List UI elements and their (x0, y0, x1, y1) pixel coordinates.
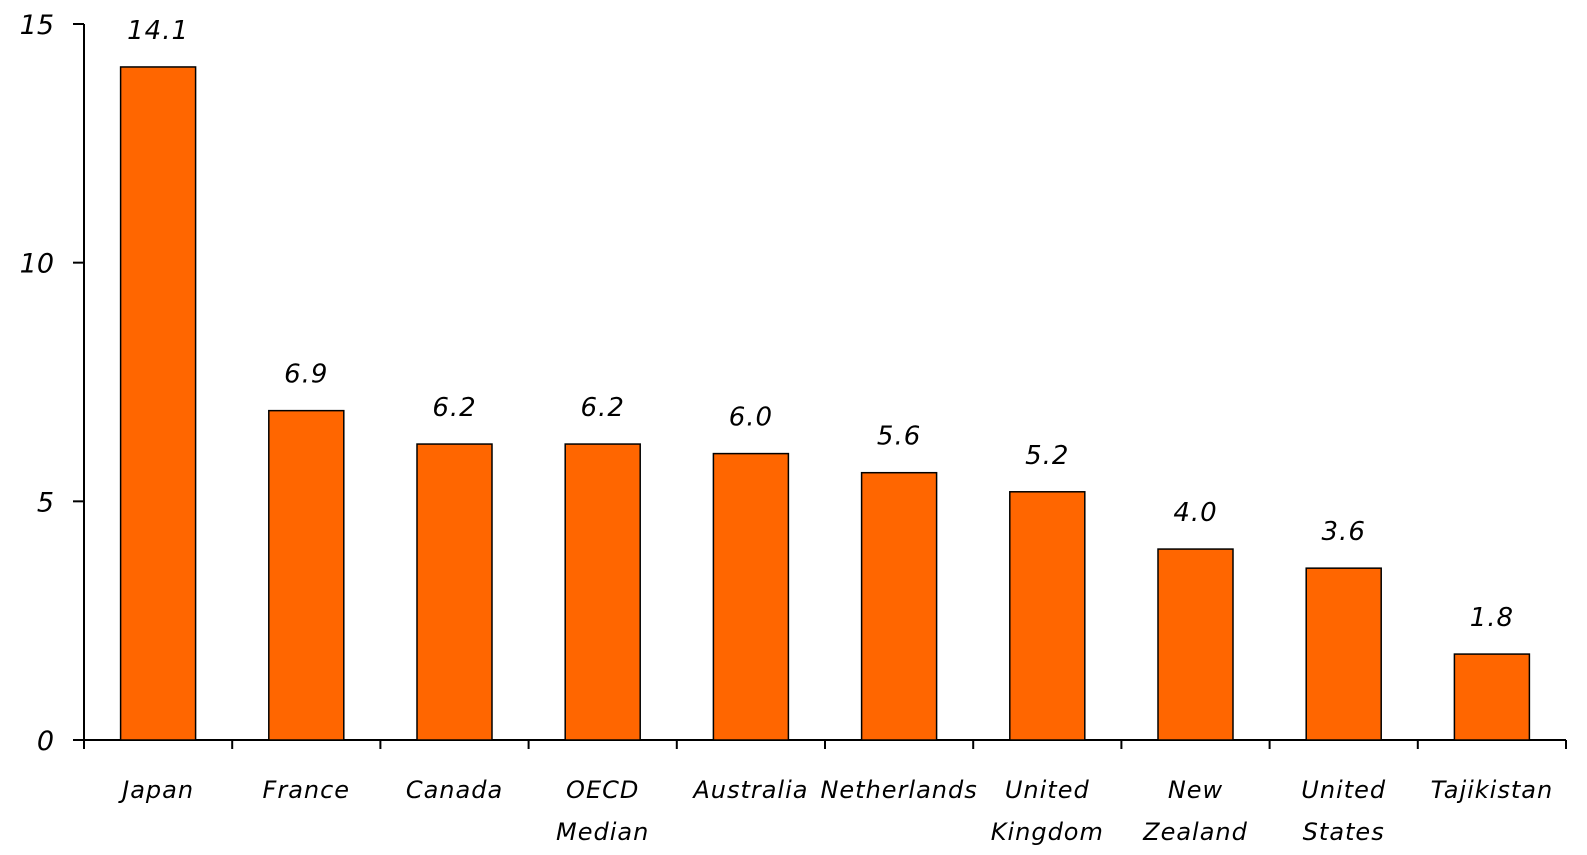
x-tick-label-line: United (1005, 776, 1090, 804)
y-axis: 0 5 10 15 (20, 10, 85, 757)
y-tick-label: 10 (20, 249, 54, 280)
bar (268, 409, 345, 741)
x-tick-label: Netherlands (820, 776, 977, 804)
x-tick-label-line: Australia (691, 776, 808, 804)
x-tick-label-line: New (1168, 776, 1223, 804)
data-label: 1.8 (1470, 603, 1514, 633)
bars (119, 66, 1531, 741)
data-label: 5.6 (877, 422, 921, 452)
data-label: 6.2 (581, 393, 625, 423)
x-tick-label: United Kingdom (991, 776, 1104, 846)
bar (860, 471, 938, 741)
x-tick-label: Tajikistan (1431, 776, 1554, 804)
bar (1157, 548, 1234, 741)
x-tick-label-line: Japan (118, 776, 194, 804)
data-label: 6.2 (432, 393, 476, 423)
y-tick-label: 5 (37, 487, 54, 518)
x-axis (83, 739, 1567, 749)
x-tick-label-line: Tajikistan (1431, 776, 1554, 804)
bar (1453, 653, 1531, 741)
x-tick-label: France (263, 776, 351, 804)
x-tick-label-line: Median (556, 818, 649, 846)
bar (1009, 491, 1086, 741)
bar (564, 443, 641, 741)
x-tick-label: United States (1301, 776, 1386, 846)
bar (119, 66, 197, 741)
x-tick-label-line: OECD (566, 776, 639, 804)
bar (1305, 567, 1382, 741)
data-label: 4.0 (1173, 498, 1217, 528)
y-tick-label: 0 (37, 726, 54, 757)
x-tick-label: New Zealand (1142, 776, 1248, 846)
data-label: 5.2 (1025, 441, 1069, 471)
data-labels: 14.1 6.9 6.2 6.2 6.0 5.6 5.2 4.0 3.6 1.8 (127, 16, 1514, 633)
bar (712, 452, 790, 741)
x-tick-label: Canada (406, 776, 503, 804)
x-tick-label: Japan (118, 776, 194, 804)
x-tick-label-line: States (1303, 818, 1385, 846)
x-tick-label: OECD Median (556, 776, 649, 846)
x-tick-label-line: Canada (406, 776, 503, 804)
bar (416, 443, 493, 741)
data-label: 6.0 (729, 403, 773, 433)
data-label: 6.9 (284, 360, 328, 390)
y-tick-label: 15 (20, 10, 54, 41)
data-label: 14.1 (127, 16, 189, 46)
x-tick-label-line: Zealand (1142, 818, 1248, 846)
x-tick-label-line: Kingdom (991, 818, 1104, 846)
x-tick-label-line: Netherlands (820, 776, 977, 804)
x-tick-label: Australia (691, 776, 808, 804)
x-tick-label-line: France (263, 776, 351, 804)
x-tick-label-line: United (1301, 776, 1386, 804)
category-labels: Japan France Canada OECD Median Australia Neth… (118, 776, 1554, 846)
data-label: 3.6 (1322, 517, 1366, 547)
